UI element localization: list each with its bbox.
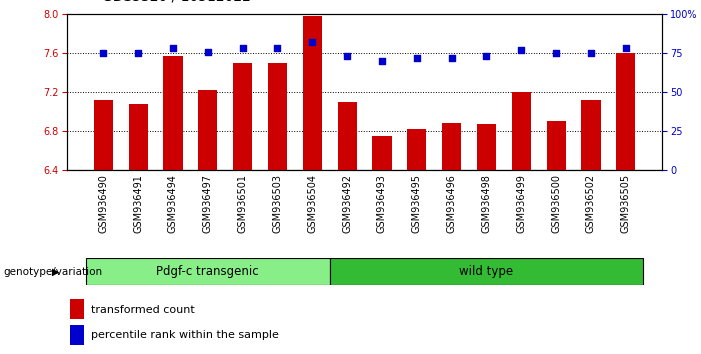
Bar [163,56,182,170]
Text: Pdgf-c transgenic: Pdgf-c transgenic [156,265,259,278]
Point [272,46,283,51]
Point [168,46,179,51]
Point [97,50,109,56]
Text: GSM936497: GSM936497 [203,174,213,233]
Text: GSM936495: GSM936495 [411,174,422,233]
Text: GSM936501: GSM936501 [238,174,247,233]
Point [481,53,492,59]
Text: GSM936492: GSM936492 [342,174,352,233]
Point [132,50,144,56]
Bar [70,325,84,345]
Bar [303,16,322,170]
Text: ▶: ▶ [52,267,60,277]
Bar [442,123,461,170]
Text: GSM936494: GSM936494 [168,174,178,233]
Point [306,39,318,45]
Text: GSM936496: GSM936496 [447,174,456,233]
Bar [477,124,496,170]
Text: transformed count: transformed count [91,305,195,315]
Bar [233,63,252,170]
Text: GSM936500: GSM936500 [551,174,561,233]
Bar [407,129,426,170]
Text: GSM936504: GSM936504 [307,174,318,233]
Point [376,58,388,64]
Point [411,55,423,61]
Text: GSM936499: GSM936499 [516,174,526,233]
Bar [512,92,531,170]
Text: percentile rank within the sample: percentile rank within the sample [91,330,279,340]
Point [550,50,562,56]
Bar [128,104,148,170]
Point [202,49,213,55]
Bar [329,258,644,285]
Bar [372,136,392,170]
Point [341,53,353,59]
Text: GSM936505: GSM936505 [621,174,631,233]
Text: GSM936498: GSM936498 [482,174,491,233]
Bar [581,100,601,170]
Text: GDS5320 / 10512022: GDS5320 / 10512022 [102,0,250,4]
Point [237,46,248,51]
Point [516,47,527,53]
Bar [70,299,84,319]
Text: wild type: wild type [459,265,514,278]
Text: GSM936502: GSM936502 [586,174,596,233]
Bar [198,90,217,170]
Bar [94,100,113,170]
Bar [268,63,287,170]
Point [446,55,457,61]
Text: GSM936491: GSM936491 [133,174,143,233]
Text: genotype/variation: genotype/variation [4,267,102,277]
Point [585,50,597,56]
Point [620,46,632,51]
Bar [616,53,635,170]
Bar [547,121,566,170]
Text: GSM936493: GSM936493 [377,174,387,233]
Bar [337,102,357,170]
Bar [86,258,329,285]
Text: GSM936490: GSM936490 [98,174,108,233]
Text: GSM936503: GSM936503 [273,174,283,233]
